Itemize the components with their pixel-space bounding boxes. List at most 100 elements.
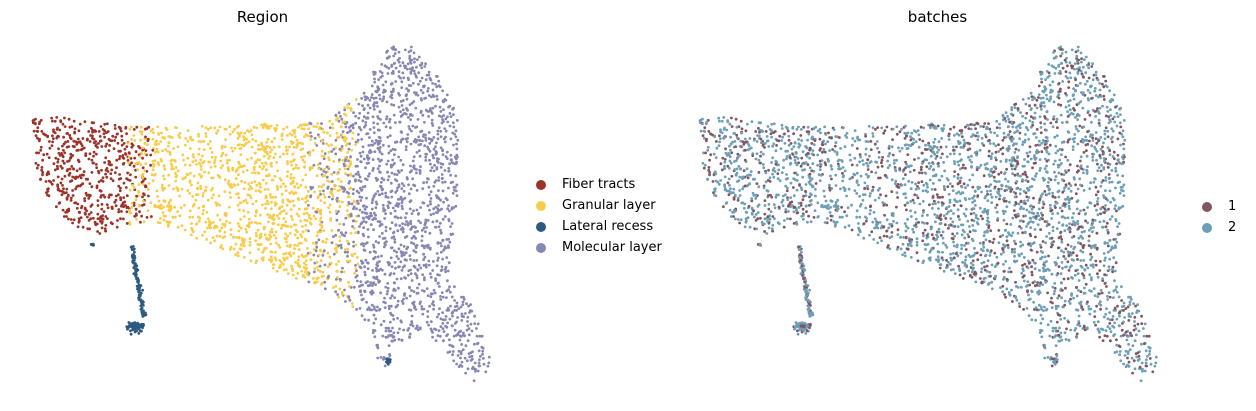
- point-batch-2: [1117, 324, 1121, 328]
- point-fiber-tracts: [47, 172, 51, 176]
- point-molecular-layer: [357, 191, 361, 195]
- point-lateral-recess: [136, 285, 140, 289]
- point-granular-layer: [315, 125, 318, 129]
- point-granular-layer: [348, 285, 351, 288]
- point-molecular-layer: [412, 183, 415, 187]
- point-molecular-layer: [439, 325, 443, 328]
- point-batch-2: [989, 183, 993, 187]
- point-granular-layer: [149, 129, 153, 133]
- point-molecular-layer: [428, 158, 431, 162]
- point-fiber-tracts: [129, 173, 132, 177]
- point-molecular-layer: [310, 135, 313, 138]
- point-granular-layer: [231, 167, 235, 171]
- point-granular-layer: [278, 259, 281, 262]
- point-granular-layer: [315, 174, 319, 178]
- point-fiber-tracts: [76, 158, 80, 162]
- point-granular-layer: [265, 125, 268, 129]
- point-batch-2: [995, 134, 999, 137]
- point-granular-layer: [290, 264, 293, 268]
- point-granular-layer: [286, 160, 289, 163]
- point-granular-layer: [189, 135, 193, 139]
- point-molecular-layer: [420, 239, 424, 243]
- point-fiber-tracts: [100, 168, 103, 172]
- point-granular-layer: [135, 217, 138, 221]
- point-batch-2: [1055, 227, 1059, 231]
- point-batch-2: [855, 215, 859, 219]
- point-molecular-layer: [441, 239, 445, 242]
- point-molecular-layer: [446, 321, 449, 325]
- point-molecular-layer: [426, 243, 430, 247]
- point-fiber-tracts: [119, 129, 123, 133]
- point-batch-2: [886, 159, 890, 163]
- point-batch-1: [1105, 285, 1108, 288]
- point-fiber-tracts: [53, 119, 57, 123]
- point-molecular-layer: [435, 219, 439, 223]
- point-molecular-layer: [438, 307, 441, 311]
- point-molecular-layer: [440, 268, 444, 272]
- point-molecular-layer: [383, 241, 387, 245]
- point-molecular-layer: [372, 126, 376, 129]
- point-molecular-layer: [438, 85, 442, 89]
- point-molecular-layer: [392, 87, 395, 91]
- point-batch-2: [1033, 228, 1037, 231]
- point-granular-layer: [293, 131, 296, 135]
- point-granular-layer: [250, 156, 253, 160]
- point-granular-layer: [174, 166, 178, 169]
- point-molecular-layer: [399, 243, 403, 247]
- point-granular-layer: [258, 222, 262, 225]
- point-molecular-layer: [374, 240, 378, 243]
- point-batch-2: [1021, 178, 1024, 182]
- point-batch-2: [964, 186, 967, 190]
- point-molecular-layer: [421, 113, 425, 117]
- point-granular-layer: [242, 215, 246, 218]
- point-molecular-layer: [480, 345, 484, 349]
- point-granular-layer: [334, 146, 338, 150]
- point-batch-1: [737, 125, 741, 129]
- point-granular-layer: [345, 142, 349, 146]
- point-batch-1: [1133, 315, 1137, 319]
- point-molecular-layer: [475, 342, 479, 346]
- point-molecular-layer: [410, 320, 414, 323]
- point-granular-layer: [315, 260, 319, 264]
- point-molecular-layer: [397, 50, 401, 54]
- point-batch-2: [781, 194, 785, 198]
- point-molecular-layer: [383, 272, 387, 276]
- point-molecular-layer: [393, 238, 397, 241]
- point-granular-layer: [308, 221, 312, 225]
- point-molecular-layer: [375, 202, 379, 206]
- point-molecular-layer: [460, 295, 463, 299]
- point-batch-1: [1078, 124, 1082, 128]
- point-batch-1: [1118, 311, 1121, 315]
- point-fiber-tracts: [90, 171, 94, 174]
- point-granular-layer: [200, 174, 204, 178]
- point-molecular-layer: [424, 230, 427, 234]
- point-molecular-layer: [347, 295, 351, 298]
- point-batch-2: [1088, 187, 1092, 191]
- point-molecular-layer: [429, 320, 433, 324]
- point-batch-2: [1036, 211, 1040, 215]
- region-chart-title: Region: [236, 8, 289, 26]
- point-batch-2: [756, 211, 760, 214]
- point-batch-1: [930, 233, 934, 237]
- point-granular-layer: [286, 134, 289, 137]
- point-molecular-layer: [412, 209, 415, 213]
- point-fiber-tracts: [61, 159, 65, 163]
- point-batch-1: [708, 171, 712, 174]
- point-molecular-layer: [309, 194, 313, 198]
- point-granular-layer: [319, 211, 322, 215]
- point-batch-2: [729, 187, 732, 191]
- point-granular-layer: [320, 185, 324, 189]
- point-granular-layer: [260, 161, 264, 165]
- point-molecular-layer: [370, 207, 374, 211]
- point-molecular-layer: [456, 155, 459, 159]
- point-molecular-layer: [463, 334, 466, 338]
- point-molecular-layer: [421, 312, 425, 316]
- point-batch-1: [1033, 103, 1037, 107]
- point-fiber-tracts: [88, 182, 92, 186]
- point-granular-layer: [290, 163, 294, 167]
- point-batch-1: [925, 165, 929, 169]
- point-fiber-tracts: [46, 135, 49, 139]
- point-batch-2: [1015, 298, 1019, 302]
- point-batch-1: [840, 205, 843, 209]
- point-batch-2: [872, 238, 876, 241]
